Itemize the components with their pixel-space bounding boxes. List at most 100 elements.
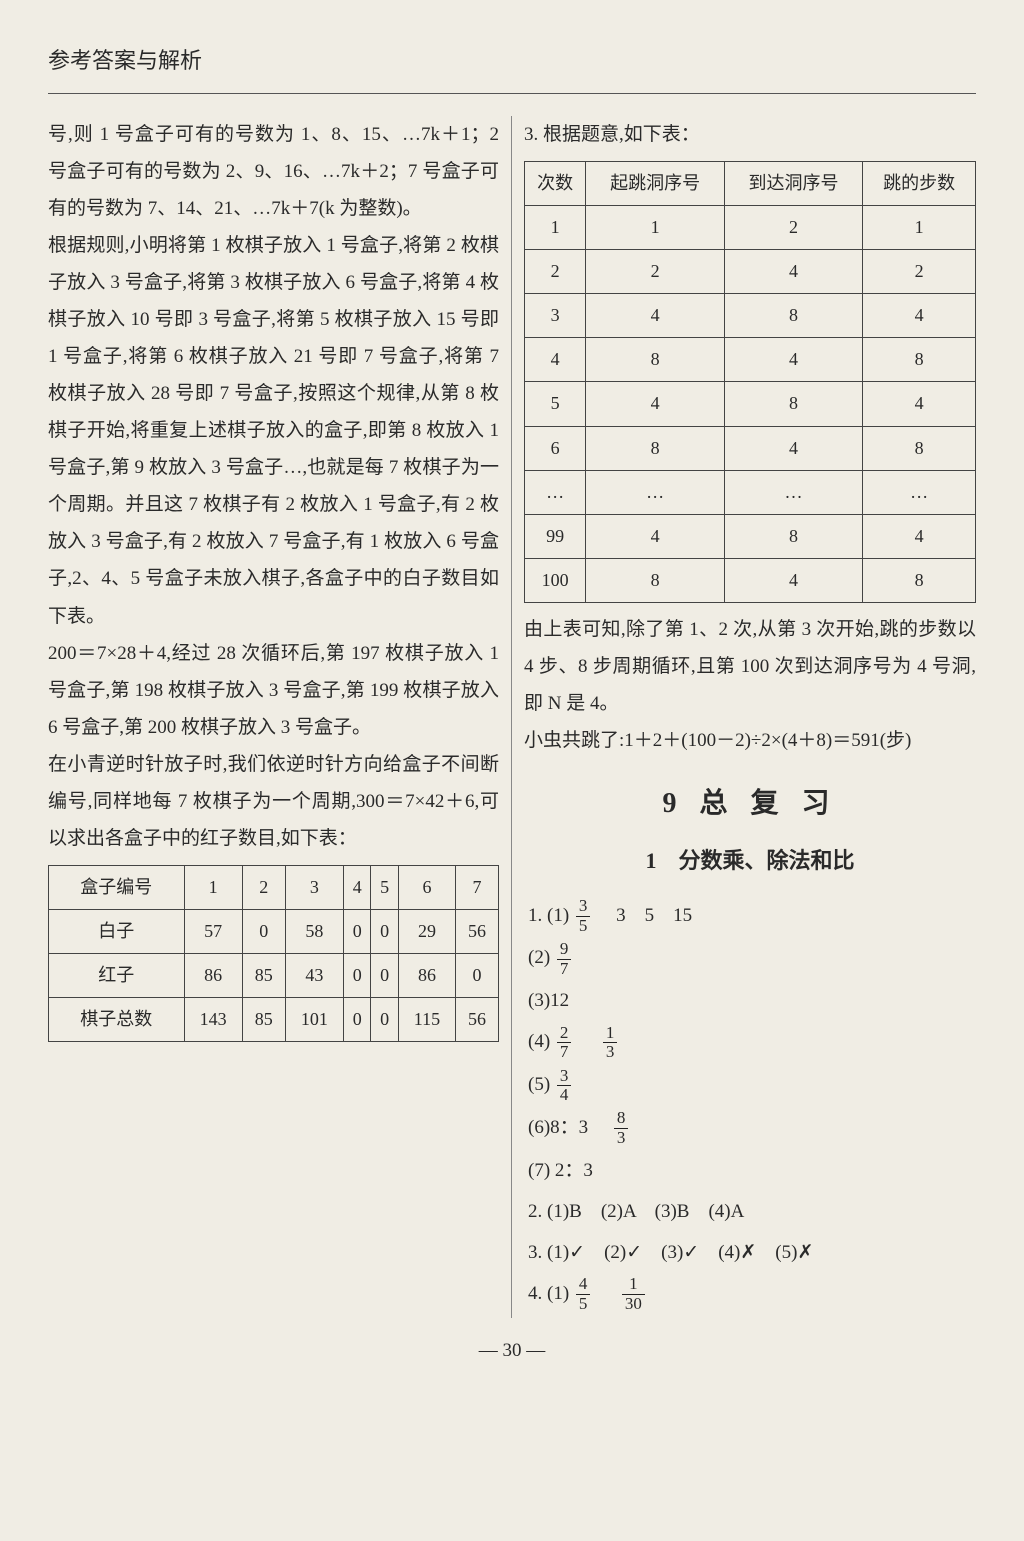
- jump-table: 次数 起跳洞序号 到达洞序号 跳的步数 1121 2242 3484 4848 …: [524, 161, 976, 603]
- answer-label: (6)8：3: [528, 1117, 607, 1138]
- table-header: 4: [344, 865, 371, 909]
- table-header: 次数: [525, 161, 586, 205]
- fraction: 34: [557, 1067, 572, 1105]
- table-cell: 8: [863, 558, 976, 602]
- fraction-num: 1: [622, 1275, 645, 1295]
- fraction: 27: [557, 1024, 572, 1062]
- table-cell: 101: [285, 998, 343, 1042]
- table-cell: 29: [398, 909, 455, 953]
- answer-label: 4. (1): [528, 1283, 569, 1304]
- answer-item: 2. (1)B (2)A (3)B (4)A: [524, 1193, 976, 1230]
- fraction-den: 5: [576, 917, 591, 936]
- table-cell: 白子: [49, 909, 185, 953]
- fraction-den: 4: [557, 1086, 572, 1105]
- table-cell: 85: [242, 954, 285, 998]
- answer-item: (6)8：3 83: [524, 1109, 976, 1148]
- table-cell: 1: [586, 206, 724, 250]
- left-column: 号,则 1 号盒子可有的号数为 1、8、15、…7k＋1；2 号盒子可有的号数为…: [48, 116, 512, 1318]
- table-cell: 4: [863, 514, 976, 558]
- table-cell: 0: [344, 954, 371, 998]
- fraction: 130: [622, 1275, 645, 1313]
- fraction-den: 3: [614, 1129, 629, 1148]
- table-cell: 0: [456, 954, 499, 998]
- table-cell: 4: [724, 558, 862, 602]
- table-cell: 4: [724, 338, 862, 382]
- table-cell: 100: [525, 558, 586, 602]
- table-cell: 4: [863, 294, 976, 338]
- table-cell: 56: [456, 998, 499, 1042]
- table-header: 7: [456, 865, 499, 909]
- table-cell: 4: [586, 514, 724, 558]
- table-cell: 2: [586, 250, 724, 294]
- answer-item: 3. (1)✓ (2)✓ (3)✓ (4)✗ (5)✗: [524, 1234, 976, 1271]
- box-count-table: 盒子编号 1 2 3 4 5 6 7 白子 57 0 58 0 0 29 56 …: [48, 865, 499, 1042]
- right-column: 3. 根据题意,如下表： 次数 起跳洞序号 到达洞序号 跳的步数 1121 22…: [512, 116, 976, 1318]
- chapter-title: 9 总 复 习: [524, 777, 976, 832]
- table-cell: 99: [525, 514, 586, 558]
- table-cell: 115: [398, 998, 455, 1042]
- table-cell: 3: [525, 294, 586, 338]
- fraction-den: 30: [622, 1295, 645, 1314]
- fraction-num: 3: [557, 1067, 572, 1087]
- table-header: 到达洞序号: [724, 161, 862, 205]
- fraction: 45: [576, 1275, 591, 1313]
- table-header: 起跳洞序号: [586, 161, 724, 205]
- fraction-num: 8: [614, 1109, 629, 1129]
- table-header: 6: [398, 865, 455, 909]
- answer-item: 4. (1) 45 130: [524, 1275, 976, 1314]
- table-cell: 5: [525, 382, 586, 426]
- paragraph: 号,则 1 号盒子可有的号数为 1、8、15、…7k＋1；2 号盒子可有的号数为…: [48, 116, 499, 227]
- table-cell: 1: [525, 206, 586, 250]
- paragraph: 由上表可知,除了第 1、2 次,从第 3 次开始,跳的步数以 4 步、8 步周期…: [524, 611, 976, 722]
- answer-item: (5) 34: [524, 1066, 976, 1105]
- table-cell: 85: [242, 998, 285, 1042]
- content-columns: 号,则 1 号盒子可有的号数为 1、8、15、…7k＋1；2 号盒子可有的号数为…: [48, 116, 976, 1318]
- table-cell: 红子: [49, 954, 185, 998]
- table-cell: 4: [724, 250, 862, 294]
- table-cell: 143: [184, 998, 242, 1042]
- fraction-num: 4: [576, 1275, 591, 1295]
- fraction: 13: [603, 1024, 618, 1062]
- table-cell: 0: [344, 998, 371, 1042]
- table-cell: 86: [184, 954, 242, 998]
- table-header: 5: [371, 865, 398, 909]
- table-cell: 8: [586, 426, 724, 470]
- table-cell: 4: [586, 382, 724, 426]
- paragraph: 200＝7×28＋4,经过 28 次循环后,第 197 枚棋子放入 1 号盒子,…: [48, 635, 499, 746]
- table-cell: 4: [863, 382, 976, 426]
- fraction-den: 7: [557, 960, 572, 979]
- fraction: 35: [576, 897, 591, 935]
- paragraph: 小虫共跳了:1＋2＋(100－2)÷2×(4＋8)＝591(步): [524, 722, 976, 759]
- fraction-den: 7: [557, 1043, 572, 1062]
- table-cell: 56: [456, 909, 499, 953]
- table-header: 盒子编号: [49, 865, 185, 909]
- fraction-den: 3: [603, 1043, 618, 1062]
- table-cell: 57: [184, 909, 242, 953]
- table-cell: 4: [724, 426, 862, 470]
- table-header: 3: [285, 865, 343, 909]
- table-cell: 4: [586, 294, 724, 338]
- answer-item: (7) 2：3: [524, 1152, 976, 1189]
- table-cell: 43: [285, 954, 343, 998]
- table-cell: 8: [586, 338, 724, 382]
- fraction: 97: [557, 940, 572, 978]
- table-cell: …: [724, 470, 862, 514]
- table-header: 2: [242, 865, 285, 909]
- section-title: 1 分数乘、除法和比: [524, 840, 976, 883]
- table-cell: …: [586, 470, 724, 514]
- answer-text: 3 5 15: [597, 905, 692, 926]
- page-header: 参考答案与解析: [48, 40, 976, 94]
- table-cell: 86: [398, 954, 455, 998]
- table-cell: 8: [724, 514, 862, 558]
- answer-item: (3)12: [524, 982, 976, 1019]
- fraction: 83: [614, 1109, 629, 1147]
- answer-item: (2) 97: [524, 939, 976, 978]
- table-header: 跳的步数: [863, 161, 976, 205]
- table-cell: 0: [242, 909, 285, 953]
- paragraph: 根据规则,小明将第 1 枚棋子放入 1 号盒子,将第 2 枚棋子放入 3 号盒子…: [48, 227, 499, 635]
- page-number: — 30 —: [48, 1332, 976, 1369]
- table-cell: 0: [344, 909, 371, 953]
- answer-label: (5): [528, 1074, 550, 1095]
- table-cell: 0: [371, 909, 398, 953]
- answer-label: (2): [528, 947, 550, 968]
